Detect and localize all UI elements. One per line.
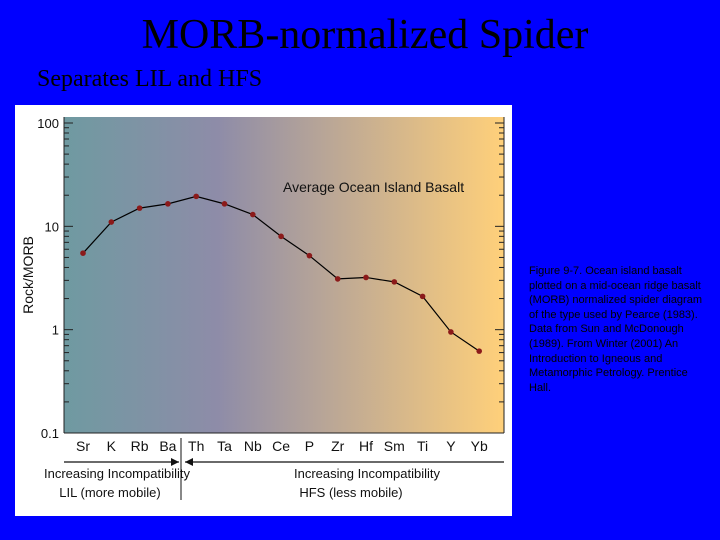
x-tick-label-ta: Ta (217, 438, 232, 454)
y-tick-label: 0.1 (41, 426, 59, 441)
x-tick-label-p: P (305, 438, 314, 454)
data-point-sr (80, 250, 86, 256)
hfs-label-bottom: HFS (less mobile) (299, 485, 402, 500)
slide-subtitle: Separates LIL and HFS (37, 66, 263, 92)
lil-label-bottom: LIL (more mobile) (59, 485, 160, 500)
x-tick-label-k: K (107, 438, 117, 454)
plot-background (64, 117, 504, 433)
lil-arrow-head (171, 458, 179, 466)
x-tick-label-ce: Ce (272, 438, 290, 454)
data-point-zr (334, 276, 341, 282)
data-point-ta (221, 201, 228, 207)
data-point-p (306, 252, 313, 259)
data-point-nb (250, 211, 256, 218)
data-point-ti (419, 293, 426, 300)
x-tick-label-y: Y (446, 438, 456, 454)
x-tick-label-rb: Rb (131, 438, 149, 454)
y-tick-label: 10 (45, 219, 59, 234)
data-point-th (193, 193, 199, 200)
x-tick-label-ba: Ba (159, 438, 176, 454)
x-tick-label-zr: Zr (331, 438, 345, 454)
slide-title: MORB-normalized Spider (141, 12, 589, 58)
y-tick-label: 100 (37, 116, 59, 131)
hfs-arrow-head (185, 458, 193, 466)
y-tick-label: 1 (52, 323, 59, 338)
data-point-yb (476, 348, 483, 354)
data-point-ce (278, 233, 284, 240)
data-point-sm (391, 279, 398, 285)
y-axis-label: Rock/MORB (20, 236, 36, 314)
figure-caption: Figure 9-7. Ocean island basalt plotted … (529, 265, 702, 394)
x-tick-label-th: Th (188, 438, 204, 454)
x-tick-label-nb: Nb (244, 438, 262, 454)
spider-diagram-chart: 100 10 1 0.1 Rock/MORB Average Ocean Island… (20, 116, 505, 500)
data-point-hf (363, 274, 369, 281)
lil-label-top: Increasing Incompatibility (44, 466, 190, 481)
data-point-rb (136, 205, 143, 211)
x-tick-label-sr: Sr (76, 438, 90, 454)
data-point-ba (165, 201, 171, 207)
x-tick-label-yb: Yb (471, 438, 488, 454)
hfs-label-top: Increasing Incompatibility (294, 466, 440, 481)
data-point-y (448, 329, 454, 335)
data-point-k (108, 219, 115, 225)
series-label: Average Ocean Island Basalt (283, 179, 464, 195)
x-tick-label-ti: Ti (417, 438, 428, 454)
spider-diagram-figure: 100 10 1 0.1 Rock/MORB Average Ocean Island… (15, 105, 512, 516)
x-tick-label-hf: Hf (359, 438, 373, 454)
x-tick-label-sm: Sm (384, 438, 405, 454)
